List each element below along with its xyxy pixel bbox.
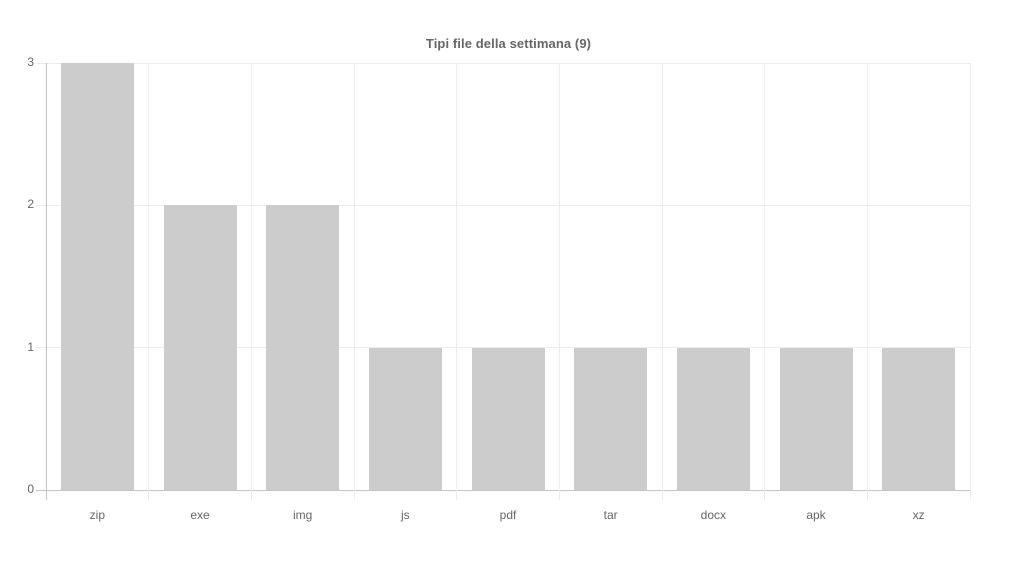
bar-exe	[163, 205, 237, 490]
x-tick-label: tar	[603, 508, 618, 522]
y-tick-label: 2	[27, 197, 34, 212]
v-gridline	[764, 63, 766, 500]
v-gridline	[969, 63, 971, 500]
x-tick-label: apk	[806, 508, 826, 522]
v-gridline	[456, 63, 458, 500]
v-gridline	[148, 63, 150, 500]
plot-area	[36, 62, 971, 500]
x-tick-label: img	[292, 508, 313, 522]
y-tick-label: 1	[27, 339, 34, 354]
v-gridline	[661, 63, 663, 500]
bar-xz	[882, 347, 956, 490]
y-tick-label: 3	[27, 55, 34, 69]
bar-pdf	[471, 347, 545, 490]
y-tick-label: 0	[27, 482, 34, 496]
x-axis: zip exe img js pdf tar docx apk xz	[46, 508, 970, 528]
x-tick-label: js	[400, 508, 410, 522]
v-gridline	[866, 63, 868, 500]
bar-docx	[676, 347, 750, 490]
v-gridline	[558, 63, 560, 500]
v-gridline	[45, 63, 47, 500]
chart-title: Tipi file della settimana (9)	[425, 36, 592, 51]
bar-js	[368, 347, 442, 490]
x-tick-label: exe	[190, 508, 210, 522]
x-tick-label: docx	[700, 508, 727, 522]
bar-img	[266, 205, 340, 490]
x-tick-label: xz	[912, 508, 925, 522]
v-gridline	[250, 63, 252, 500]
h-gridline	[36, 489, 970, 491]
x-tick-label: pdf	[499, 508, 517, 522]
h-gridline	[36, 204, 970, 206]
bar-apk	[779, 347, 853, 490]
y-axis: 0 1 2 3	[0, 55, 34, 496]
bar-tar	[574, 347, 648, 490]
bar-zip	[60, 63, 134, 490]
x-tick-label: zip	[89, 508, 105, 522]
h-gridline	[36, 62, 970, 64]
v-gridline	[353, 63, 355, 500]
